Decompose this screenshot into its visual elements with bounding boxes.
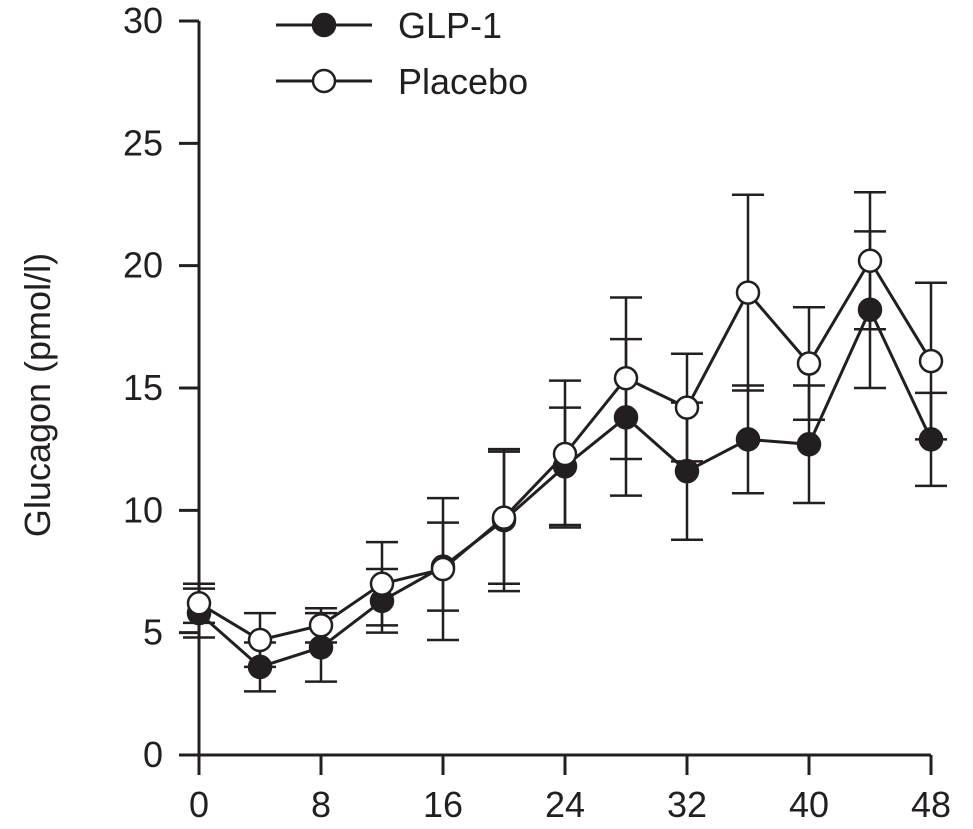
y-axis-title: Glucagon (pmol/l)	[17, 253, 58, 537]
y-tick-label: 15	[123, 367, 163, 408]
data-point	[491, 505, 517, 530]
data-point	[857, 297, 883, 322]
series-layer	[183, 191, 947, 693]
y-ticks: 0 5 10 15 20 25 30	[123, 0, 199, 775]
y-tick-label: 30	[123, 0, 163, 41]
x-tick-label: 32	[667, 784, 707, 825]
y-tick-label: 20	[123, 245, 163, 286]
x-tick-label: 16	[423, 784, 463, 825]
data-point	[735, 427, 761, 452]
data-point	[369, 571, 395, 596]
y-tick-label: 5	[143, 612, 163, 653]
data-point	[735, 280, 761, 305]
legend-label: GLP-1	[398, 5, 502, 46]
x-tick-label: 0	[189, 784, 209, 825]
legend-marker	[311, 12, 337, 38]
x-tick-label: 40	[789, 784, 829, 825]
data-point	[430, 556, 456, 582]
error-bars-1	[183, 191, 947, 669]
data-point	[918, 427, 944, 452]
data-point	[308, 613, 334, 638]
data-point	[247, 654, 273, 680]
data-point	[918, 348, 944, 374]
legend: GLP-1 Placebo	[276, 5, 528, 102]
data-point	[613, 365, 639, 391]
data-point	[186, 591, 212, 616]
legend-label: Placebo	[398, 61, 528, 102]
legend-item-1: Placebo	[276, 61, 528, 102]
x-tick-label: 48	[911, 784, 951, 825]
y-tick-label: 10	[123, 489, 163, 530]
data-point	[796, 351, 822, 376]
data-point	[613, 405, 639, 430]
data-point	[247, 627, 273, 653]
data-point	[308, 635, 334, 660]
data-point	[857, 248, 883, 274]
legend-marker	[311, 68, 337, 94]
x-tick-label: 8	[311, 784, 331, 825]
x-tick-label: 24	[545, 784, 585, 825]
legend-item-0: GLP-1	[276, 5, 502, 46]
y-tick-label: 0	[143, 734, 163, 775]
y-tick-label: 25	[123, 122, 163, 163]
data-point	[674, 458, 700, 484]
data-point	[552, 441, 578, 467]
data-point	[796, 432, 822, 457]
data-point	[674, 395, 700, 420]
x-ticks: 0 8 16 24 32 40 48	[189, 755, 951, 825]
series-points-1	[186, 248, 944, 653]
